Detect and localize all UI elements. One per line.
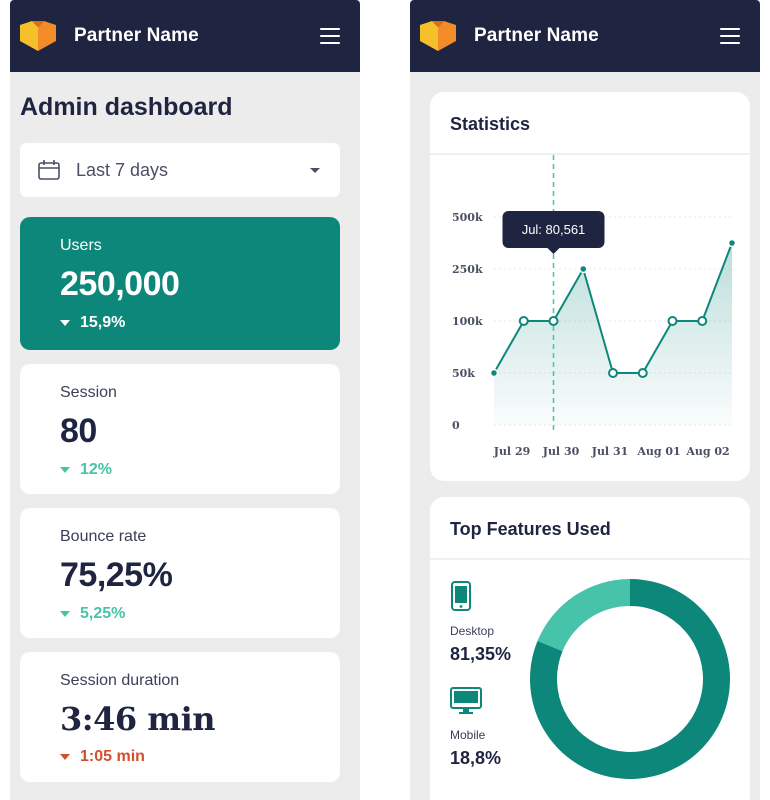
session-value: 80 — [60, 412, 97, 450]
calendar-icon — [38, 160, 60, 180]
desktop-label: Desktop — [450, 624, 495, 638]
menu-icon[interactable] — [320, 28, 340, 44]
session-duration-value: 3:46 min — [60, 700, 216, 738]
top-bar: Partner Name — [10, 0, 360, 72]
mobile-feature: Mobile 18,8% — [450, 687, 501, 769]
tooltip-text: Jul: 80,561 — [522, 222, 586, 237]
x-tick-label: Jul 31 — [591, 445, 629, 458]
data-point — [727, 238, 737, 248]
bounce-rate-card[interactable]: Bounce rate 75,25% 5,25% — [20, 508, 340, 638]
top-bar: Partner Name — [410, 0, 760, 72]
desktop-value: 81,35% — [450, 644, 512, 664]
statistics-screen: Partner Name Statistics 0 50k 100k 250k 500k… — [410, 0, 760, 800]
statistics-panel: Statistics 0 50k 100k 250k 500k Jul 29 Jul 30 J… — [430, 92, 750, 481]
tooltip-box — [502, 211, 605, 248]
trend-down-icon — [60, 467, 70, 473]
data-point — [667, 316, 678, 326]
session-duration-label: Session duration — [60, 672, 180, 689]
data-point — [579, 264, 588, 274]
y-tick-label: 250k — [452, 263, 483, 276]
users-label: Users — [60, 237, 102, 254]
date-range-value: Last 7 days — [76, 159, 169, 180]
monitor-icon — [450, 687, 482, 714]
y-tick-label: 500k — [452, 211, 483, 224]
brand-logo-icon — [420, 21, 456, 51]
session-label: Session — [60, 384, 117, 401]
tablet-icon — [451, 581, 471, 611]
top-features-panel: Top Features Used Desktop 81,35% Mobile … — [430, 497, 750, 800]
session-duration-delta-value: 1:05 min — [80, 748, 145, 765]
mobile-value: 18,8% — [450, 748, 502, 768]
users-card[interactable]: Users 250,000 15,9% — [20, 217, 340, 350]
x-tick-label: Jul 29 — [493, 445, 531, 458]
bounce-rate-label: Bounce rate — [60, 528, 147, 545]
users-value: 250,000 — [60, 265, 180, 303]
trend-down-icon — [60, 754, 70, 760]
date-range-select[interactable]: Last 7 days — [20, 143, 340, 197]
donut-slice-mobile — [537, 579, 630, 652]
bounce-rate-value: 75,25% — [60, 556, 173, 594]
users-delta: 15,9% — [60, 314, 340, 332]
users-delta-value: 15,9% — [80, 314, 126, 331]
tooltip-pointer — [547, 248, 560, 254]
x-tick-label: Jul 30 — [542, 445, 580, 458]
data-point — [518, 316, 529, 326]
top-features-title: Top Features Used — [430, 497, 750, 560]
desktop-feature: Desktop 81,35% — [450, 581, 511, 665]
brand-logo-icon — [20, 21, 56, 51]
y-tick-label: 50k — [452, 367, 475, 380]
caret-down-icon — [310, 168, 320, 173]
statistics-title: Statistics — [430, 92, 750, 155]
page-title: Admin dashboard — [20, 93, 233, 121]
trend-down-icon — [60, 320, 70, 326]
menu-icon[interactable] — [720, 28, 740, 44]
top-features-donut-chart — [530, 579, 730, 779]
data-point — [548, 316, 559, 326]
session-delta-value: 12% — [80, 461, 113, 478]
data-point — [697, 316, 708, 326]
mobile-label: Mobile — [450, 728, 486, 742]
data-point — [489, 368, 499, 378]
brand-name: Partner Name — [474, 25, 599, 46]
x-tick-label: Aug 01 — [636, 445, 680, 458]
x-tick-label: Aug 02 — [685, 445, 729, 458]
brand-name: Partner Name — [74, 25, 199, 46]
series-area — [494, 243, 732, 425]
session-duration-card[interactable]: Session duration 3:46 min 1:05 min — [20, 652, 340, 782]
y-tick-label: 100k — [452, 315, 483, 328]
bounce-rate-delta-value: 5,25% — [80, 605, 126, 622]
session-delta: 12% — [60, 461, 340, 479]
session-card[interactable]: Session 80 12% — [20, 364, 340, 494]
data-point — [637, 368, 648, 378]
y-tick-label: 0 — [452, 419, 460, 432]
trend-down-icon — [60, 611, 70, 617]
session-duration-delta: 1:05 min — [60, 748, 340, 766]
bounce-rate-delta: 5,25% — [60, 605, 340, 623]
data-point — [608, 368, 618, 378]
admin-dashboard-screen: Partner Name Admin dashboard Last 7 days… — [10, 0, 360, 800]
statistics-line-chart: 0 50k 100k 250k 500k Jul 29 Jul 30 Jul 31 Aug 01… — [452, 155, 737, 458]
